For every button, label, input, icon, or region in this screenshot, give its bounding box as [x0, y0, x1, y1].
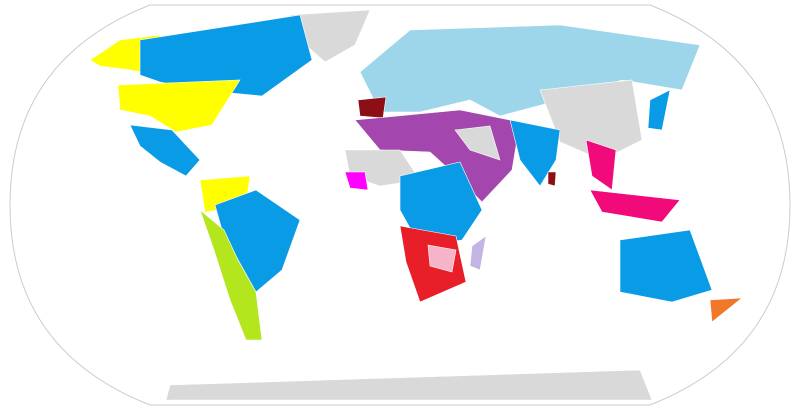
region-mexico-central-america [129, 124, 201, 177]
region-south-africa-inner [427, 244, 457, 273]
region-andes [199, 209, 263, 341]
region-japan [647, 89, 671, 131]
region-guinea-coast [344, 171, 369, 191]
region-usa [117, 79, 241, 133]
region-australia [619, 229, 713, 303]
region-new-zealand [709, 297, 743, 323]
region-iberia [357, 96, 387, 119]
region-arabia [454, 125, 501, 161]
region-indonesia [589, 189, 681, 223]
region-antarctica [165, 369, 653, 401]
region-madagascar [469, 235, 487, 271]
region-central-africa [399, 161, 483, 247]
region-sri-lanka [547, 171, 557, 187]
region-se-asia [585, 139, 617, 191]
